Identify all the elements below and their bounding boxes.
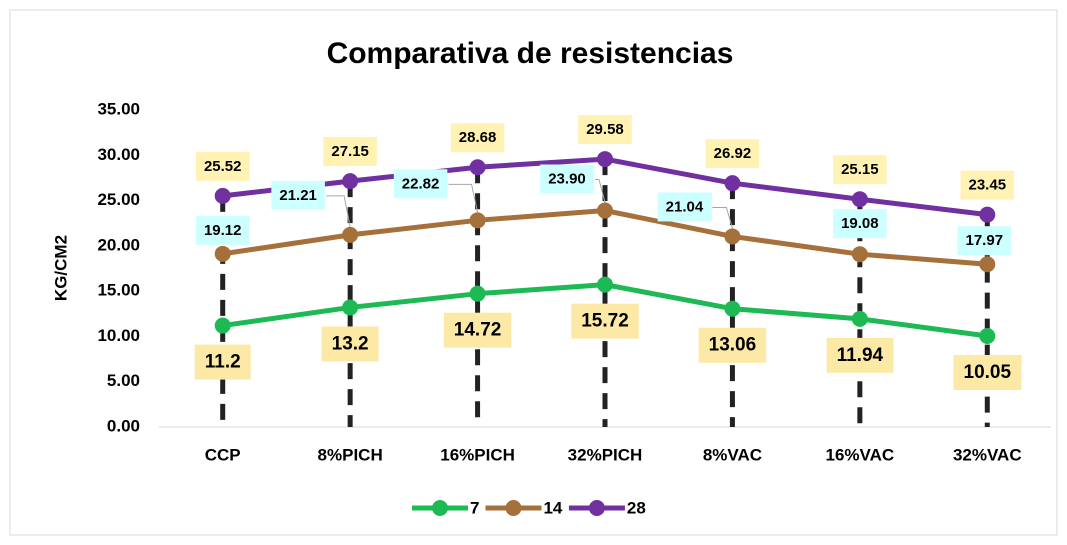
x-tick-label: 32%VAC [953,445,1022,464]
data-label: 25.52 [204,158,242,175]
label-bg [705,139,760,169]
y-tick-label: 15.00 [97,281,140,300]
label-bg [826,337,894,373]
data-label: 10.05 [964,362,1012,383]
x-tick-label: 16%VAC [826,445,895,464]
x-tick-label: 8%VAC [703,445,762,464]
point [979,327,996,344]
data-label: 11.2 [205,352,241,373]
point [597,151,613,168]
y-axis-label: KG/CM2 [51,235,70,301]
label-bg [960,170,1015,200]
data-label: 27.15 [331,143,369,160]
chart-title: Comparativa de resistencias [327,37,734,70]
chart-border [9,9,1058,536]
leader-line [595,179,606,203]
legend-marker [588,500,605,516]
label-bg [323,137,377,167]
y-tick-label: 0.00 [107,416,140,435]
legend-marker [432,500,448,516]
y-tick-label: 30.00 [97,145,140,164]
label-bg [195,215,250,245]
label-bg [953,354,1022,390]
data-label: 22.82 [402,175,440,192]
label-bg [443,312,512,348]
data-label: 17.97 [966,232,1004,249]
point [469,212,486,229]
label-bg [271,180,325,210]
label-bg [450,123,505,153]
point [469,159,486,176]
data-label: 19.12 [204,222,242,239]
point [214,245,231,262]
point [469,285,486,302]
y-tick-label: 10.00 [97,326,140,345]
y-tick-label: 25.00 [97,190,140,209]
point [214,317,231,334]
point [724,300,741,317]
data-label: 13.06 [709,335,757,356]
point [597,202,613,219]
point [342,299,359,316]
label-bg [833,155,887,185]
point [724,228,741,245]
data-label: 13.2 [332,333,369,354]
point [214,187,231,204]
label-bg [571,303,639,339]
point [724,175,741,192]
data-label: 23.45 [969,177,1007,194]
y-tick-label: 20.00 [97,235,140,254]
data-label: 23.90 [548,171,586,188]
data-label: 29.58 [586,121,624,138]
point [851,191,868,208]
legend-marker [505,500,522,516]
label-bg [657,192,712,222]
lines [214,151,996,344]
point [597,276,613,293]
data-label: 28.68 [459,129,497,146]
label-bg [321,326,379,362]
legend-label: 28 [627,498,646,517]
label-bg [393,169,448,199]
labels: 11.2 13.2 14.72 15.72 13.06 11.94 10.05 19.12 21… [194,115,1022,390]
point [851,310,868,327]
label-bg [578,115,632,145]
point [851,246,868,263]
legend-label: 14 [543,498,562,517]
point [342,226,359,243]
data-label: 14.72 [454,320,502,341]
point [979,206,996,223]
x-tick-label: 32%PICH [568,445,643,464]
data-label: 21.04 [666,198,704,215]
data-label: 26.92 [714,145,752,162]
y-tick-label: 5.00 [107,371,140,390]
label-bg [195,151,250,181]
leader-line [712,206,733,229]
x-tick-label: 16%PICH [440,445,515,464]
x-tick-label: CCP [205,445,241,464]
point [342,173,359,190]
label-bg [540,164,594,194]
leader-line [326,195,351,227]
data-label: 15.72 [581,311,629,332]
label-bg [194,344,251,380]
point [979,256,996,273]
leader-line [448,183,479,213]
data-label: 19.08 [841,215,879,232]
data-label: 11.94 [837,345,884,366]
data-label: 25.15 [841,161,879,178]
label-bg [833,209,887,239]
label-bg [698,327,767,363]
label-bg [957,226,1012,256]
y-tick-label: 35.00 [97,99,140,118]
data-label: 21.21 [279,187,317,204]
x-tick-label: 8%PICH [318,445,383,464]
legend-label: 7 [470,498,479,517]
